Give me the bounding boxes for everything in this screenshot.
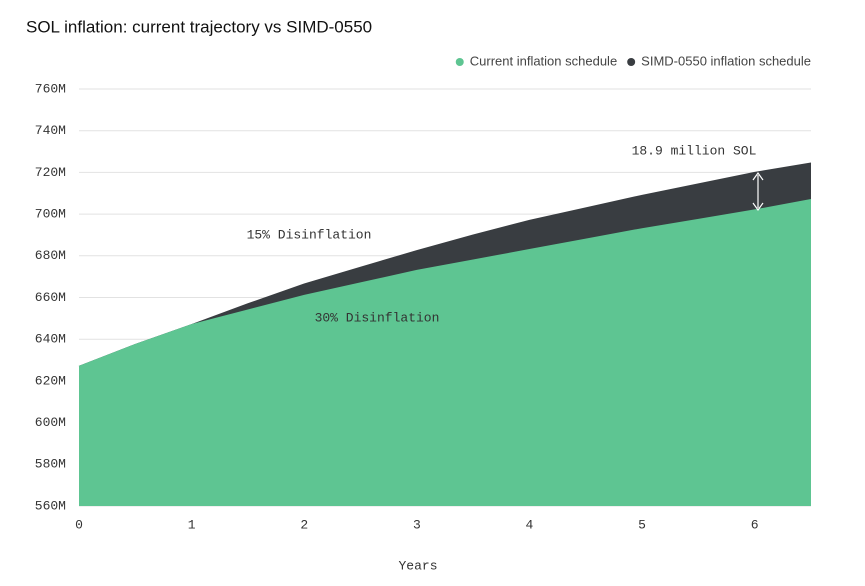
x-tick-label: 1 bbox=[188, 517, 196, 532]
x-tick-label: 2 bbox=[300, 517, 308, 532]
x-axis-label: Years bbox=[398, 558, 437, 573]
x-tick-label: 0 bbox=[75, 517, 83, 532]
axes: 560M 580M 600M 620M 640M 660M 680M 700M 720M 740M… bbox=[35, 81, 759, 532]
x-tick-label: 6 bbox=[751, 517, 759, 532]
annotation: 30% Disinflation bbox=[315, 310, 440, 325]
y-tick-label: 760M bbox=[35, 81, 66, 96]
legend-label: Current inflation schedule bbox=[470, 53, 617, 68]
y-tick-label: 620M bbox=[35, 373, 66, 388]
legend: SIMD-0550 inflation schedule Current infl… bbox=[455, 53, 811, 68]
annotation: 15% Disinflation bbox=[247, 227, 372, 242]
y-tick-label: 660M bbox=[35, 290, 66, 305]
chart-title: SOL inflation: current trajectory vs SIM… bbox=[26, 17, 372, 36]
area-line bbox=[78, 199, 812, 367]
y-tick-label: 600M bbox=[35, 415, 66, 430]
legend-swatch bbox=[455, 58, 464, 66]
areas bbox=[78, 162, 812, 506]
area-fill bbox=[79, 199, 811, 506]
x-tick-label: 3 bbox=[413, 517, 421, 532]
annotation: 18.9 million SOL bbox=[632, 143, 757, 158]
y-tick-label: 640M bbox=[35, 332, 66, 347]
y-tick-label: 560M bbox=[35, 498, 66, 513]
x-tick-label: 5 bbox=[638, 517, 646, 532]
area-line bbox=[78, 162, 812, 367]
y-tick-label: 680M bbox=[35, 248, 66, 263]
y-tick-label: 700M bbox=[35, 207, 66, 222]
y-tick-label: 720M bbox=[35, 165, 66, 180]
y-tick-label: 740M bbox=[35, 123, 66, 138]
legend-swatch bbox=[627, 58, 636, 66]
y-tick-label: 580M bbox=[35, 457, 66, 472]
x-tick-label: 4 bbox=[526, 517, 534, 532]
gap-arrow-heads bbox=[752, 171, 764, 212]
legend-label: SIMD-0550 inflation schedule bbox=[641, 53, 811, 68]
